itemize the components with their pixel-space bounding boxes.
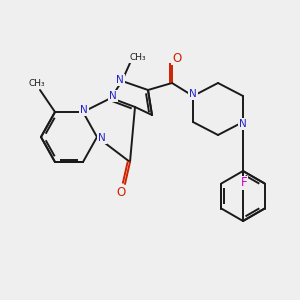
Text: CH₃: CH₃ bbox=[29, 79, 45, 88]
Text: CH₃: CH₃ bbox=[130, 53, 146, 62]
Text: N: N bbox=[239, 119, 247, 129]
Text: N: N bbox=[109, 91, 117, 101]
Text: N: N bbox=[189, 89, 197, 99]
Text: N: N bbox=[98, 133, 106, 143]
Text: N: N bbox=[80, 105, 88, 115]
Text: O: O bbox=[116, 187, 126, 200]
Text: O: O bbox=[172, 52, 182, 64]
Text: N: N bbox=[116, 75, 124, 85]
Text: F: F bbox=[241, 176, 247, 190]
